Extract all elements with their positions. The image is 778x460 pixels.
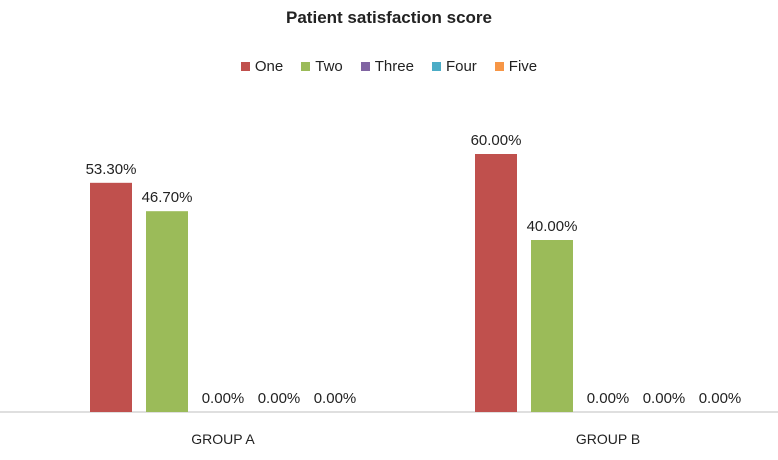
bar-two-group-a	[146, 211, 188, 412]
chart-title: Patient satisfaction score	[286, 8, 492, 27]
legend-swatch-four	[431, 62, 441, 71]
bar-two-group-b	[531, 240, 573, 412]
data-label-two-group-b: 40.00%	[527, 218, 578, 235]
data-label-one-group-a: 53.30%	[86, 161, 137, 178]
legend-swatch-one	[240, 62, 250, 71]
legend-item-four: Four	[431, 58, 477, 75]
data-label-three-group-a: 0.00%	[202, 390, 245, 407]
legend-swatch-two	[301, 62, 311, 71]
legend-label-two: Two	[315, 58, 343, 75]
legend-item-one: One	[240, 58, 284, 75]
legend-swatch-three	[360, 62, 370, 71]
legend-item-five: Five	[494, 58, 538, 75]
category-label-group-b: GROUP B	[576, 431, 640, 447]
legend: One Two Three Four Five	[0, 58, 778, 75]
data-label-five-group-b: 0.00%	[699, 390, 742, 407]
category-label-group-a: GROUP A	[191, 431, 255, 447]
legend-label-one: One	[254, 58, 284, 75]
legend-swatch-five	[494, 62, 504, 71]
data-label-five-group-a: 0.00%	[314, 390, 357, 407]
data-label-one-group-b: 60.00%	[471, 132, 522, 149]
legend-label-five: Five	[508, 58, 538, 75]
legend-item-three: Three	[360, 58, 414, 75]
bar-one-group-b	[475, 154, 517, 412]
bar-one-group-a	[90, 182, 132, 412]
data-label-four-group-a: 0.00%	[258, 390, 301, 407]
legend-label-three: Three	[374, 58, 414, 75]
data-label-four-group-b: 0.00%	[643, 390, 686, 407]
data-label-three-group-b: 0.00%	[587, 390, 630, 407]
data-label-two-group-a: 46.70%	[142, 189, 193, 206]
legend-item-two: Two	[301, 58, 343, 75]
legend-label-four: Four	[445, 58, 477, 75]
